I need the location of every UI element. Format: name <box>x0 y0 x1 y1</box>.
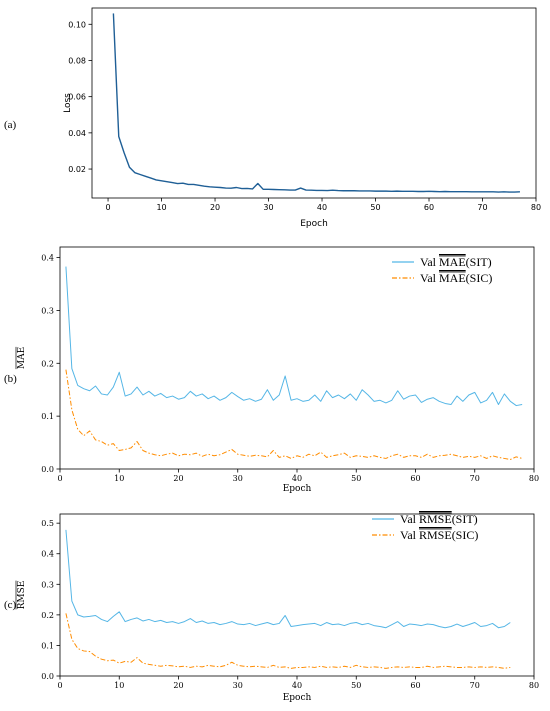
x-tick-label: 50 <box>351 681 361 690</box>
series-line-2 <box>65 369 523 460</box>
y-axis-title-group: MAE <box>15 346 27 370</box>
x-tick-label: 60 <box>424 203 434 212</box>
y-tick-label: 0.5 <box>41 519 54 528</box>
chart-panel-b: 0 10 20 30 40 50 60 70 80 0.0 0.1 0.2 0.3 0.4 Epoch MAE… <box>4 246 539 494</box>
chart-panel-a: 0 10 20 30 40 50 60 70 80 0.02 0.04 0.06 0.08 0.10 Epo… <box>4 7 541 229</box>
x-tick-label: 20 <box>173 474 183 483</box>
y-tick-label: 0.0 <box>41 465 54 474</box>
legend-metric: MAE <box>439 271 466 285</box>
x-tick-label: 10 <box>114 681 124 690</box>
y-axis-title: MAE <box>17 347 27 369</box>
x-tick-label: 50 <box>351 474 361 483</box>
x-tick-label: 50 <box>370 203 380 212</box>
panel-label: (b) <box>4 373 17 385</box>
y-tick-label: 0.0 <box>41 672 54 681</box>
y-tick-label: 0.2 <box>41 611 54 620</box>
plot-frame <box>91 7 537 199</box>
legend-suffix: (SIT) <box>466 255 492 269</box>
x-tick-label: 0 <box>57 474 62 483</box>
x-tick-label: 0 <box>57 681 62 690</box>
x-tick-label: 10 <box>114 474 124 483</box>
y-tick-label: 0.08 <box>68 56 86 65</box>
x-tick-label: 80 <box>529 474 539 483</box>
x-tick-label: 70 <box>470 681 480 690</box>
x-tick-label: 80 <box>531 203 541 212</box>
x-tick-label: 0 <box>106 203 111 212</box>
chart-panel-c: 0 10 20 30 40 50 60 70 80 0.0 0.1 0.2 0.3 0.4 0.5 Epoch… <box>4 512 539 703</box>
y-tick-label: 0.10 <box>68 20 86 29</box>
x-tick-label: 10 <box>156 203 166 212</box>
y-tick-label: 0.3 <box>41 306 54 315</box>
x-axis-title: Epoch <box>300 219 328 229</box>
x-tick-label: 20 <box>210 203 220 212</box>
x-tick-label: 30 <box>263 203 273 212</box>
x-tick-label: 60 <box>410 681 420 690</box>
legend-metric: RMSE <box>419 528 452 542</box>
legend: Val MAE(SIT)Val MAE(SIC) <box>392 255 492 285</box>
y-tick-label: 0.02 <box>68 165 86 174</box>
y-axis-title-group: RMSE <box>15 580 27 610</box>
legend-suffix: (SIC) <box>452 528 479 542</box>
y-tick-label: 0.2 <box>41 359 54 368</box>
panel-label: (c) <box>4 599 17 611</box>
x-tick-label: 30 <box>233 474 243 483</box>
x-tick-label: 40 <box>292 474 302 483</box>
x-tick-label: 40 <box>292 681 302 690</box>
x-tick-label: 70 <box>477 203 487 212</box>
legend-suffix: (SIT) <box>452 512 478 526</box>
x-tick-label: 80 <box>529 681 539 690</box>
y-axis-title: RMSE <box>17 581 27 610</box>
legend-entry: Val RMSE(SIT) <box>400 512 478 526</box>
legend-entry: Val MAE(SIT) <box>420 255 492 269</box>
legend-entry: Val MAE(SIC) <box>420 271 492 285</box>
y-axis-title: Loss <box>63 93 73 113</box>
y-tick-label: 0.4 <box>41 550 54 559</box>
legend-suffix: (SIC) <box>466 271 493 285</box>
x-axis-title: Epoch <box>283 484 312 494</box>
x-tick-label: 40 <box>317 203 327 212</box>
y-tick-label: 0.1 <box>41 412 54 421</box>
panel-label: (a) <box>4 119 17 131</box>
y-tick-label: 0.06 <box>68 93 86 102</box>
y-tick-label: 0.3 <box>41 580 54 589</box>
legend-entry: Val RMSE(SIC) <box>400 528 478 542</box>
y-tick-label: 0.04 <box>68 129 86 138</box>
x-tick-label: 70 <box>470 474 480 483</box>
legend: Val RMSE(SIT)Val RMSE(SIC) <box>372 512 478 542</box>
legend-prefix: Val <box>400 512 419 526</box>
series-line-1 <box>65 266 523 407</box>
legend-metric: MAE <box>439 255 466 269</box>
series-line-2 <box>65 613 511 669</box>
y-tick-label: 0.4 <box>41 254 54 263</box>
legend-prefix: Val <box>420 271 439 285</box>
legend-prefix: Val <box>420 255 439 269</box>
series-line-1 <box>112 13 520 193</box>
x-tick-label: 20 <box>173 681 183 690</box>
y-axis-title-group: Loss <box>63 93 73 113</box>
legend-metric: RMSE <box>419 512 452 526</box>
x-axis-title: Epoch <box>283 693 312 703</box>
series-line-1 <box>65 529 511 629</box>
x-tick-label: 60 <box>410 474 420 483</box>
y-tick-label: 0.1 <box>41 641 54 650</box>
legend-prefix: Val <box>400 528 419 542</box>
x-tick-label: 30 <box>233 681 243 690</box>
